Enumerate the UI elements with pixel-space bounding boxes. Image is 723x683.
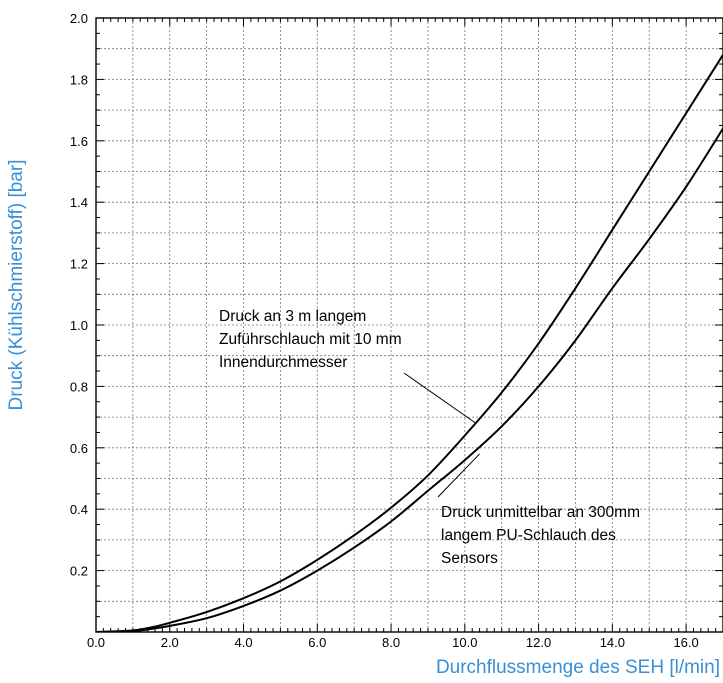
annotations: Druck an 3 m langem Zuführschlauch mit 10… — [219, 308, 640, 567]
annotation-text-line: Innendurchmesser — [219, 354, 347, 371]
series-line-1 — [96, 54, 723, 632]
x-tick-label: 2.0 — [161, 635, 179, 650]
annotation-1: Druck an 3 m langem Zuführschlauch mit 10… — [219, 308, 477, 424]
tick-labels: 0.0 2.0 4.0 6.0 8.0 10.0 12.0 14.0 16.0 0.2 0.4 0.6… — [70, 11, 699, 650]
x-tick-label: 6.0 — [308, 635, 326, 650]
series-line-2 — [96, 127, 723, 632]
y-tick-label: 1.2 — [70, 257, 88, 272]
x-tick-label: 4.0 — [234, 635, 252, 650]
x-tick-label: 14.0 — [600, 635, 625, 650]
x-tick-label: 16.0 — [673, 635, 698, 650]
annotation-2: Druck unmittelbar an 300mm langem PU-Schl… — [437, 453, 640, 567]
y-tick-label: 1.6 — [70, 134, 88, 149]
y-tick-label: 0.4 — [70, 502, 88, 517]
annotation-leader-line — [403, 372, 477, 424]
x-axis-label: Durchflussmenge des SEH [l/min] — [436, 657, 720, 678]
x-tick-label: 10.0 — [452, 635, 477, 650]
y-tick-label: 0.2 — [70, 564, 88, 579]
y-tick-label: 1.0 — [70, 318, 88, 333]
y-axis-label: Druck (Kühlschmierstoff) [bar] — [6, 160, 27, 411]
plot-frame — [95, 17, 723, 633]
y-tick-label: 0.8 — [70, 379, 88, 394]
x-tick-label: 8.0 — [382, 635, 400, 650]
annotation-text-line: Zuführschlauch mit 10 mm — [219, 331, 402, 348]
y-tick-label: 2.0 — [70, 11, 88, 26]
y-tick-label: 1.4 — [70, 195, 88, 210]
annotation-text-line: Druck unmittelbar an 300mm — [441, 504, 640, 521]
annotation-leader-line — [437, 453, 480, 498]
annotation-text-line: Druck an 3 m langem — [219, 308, 366, 325]
x-tick-label: 0.0 — [87, 635, 105, 650]
y-tick-label: 0.6 — [70, 441, 88, 456]
y-tick-label: 1.8 — [70, 72, 88, 87]
grid-layer — [96, 18, 723, 632]
series-layer — [96, 54, 723, 632]
x-tick-label: 12.0 — [526, 635, 551, 650]
annotation-text-line: Sensors — [441, 550, 498, 567]
annotation-text-line: langem PU-Schlauch des — [441, 527, 616, 544]
